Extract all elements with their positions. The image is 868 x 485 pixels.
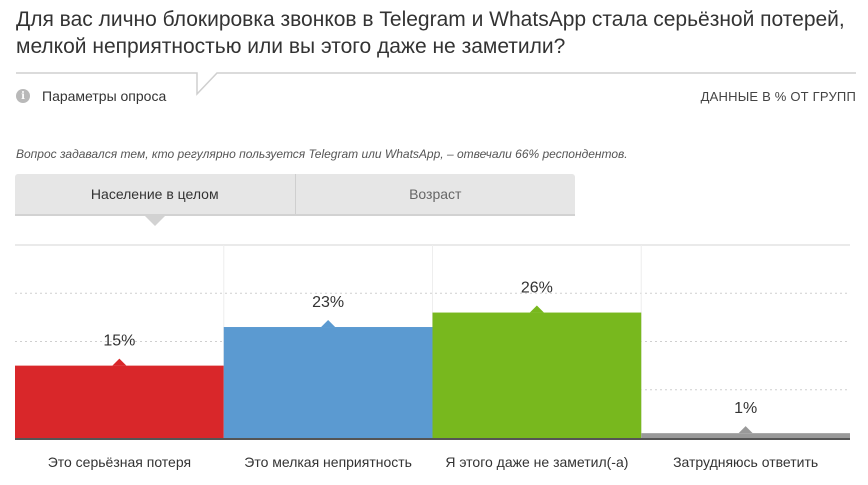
survey-params-label: Параметры опроса xyxy=(42,88,167,104)
group-tabs: Население в целом Возраст xyxy=(15,174,575,216)
bar[interactable] xyxy=(223,327,433,438)
survey-note: Вопрос задавался тем, кто регулярно поль… xyxy=(16,147,628,161)
value-label: 26% xyxy=(521,280,553,297)
category-label: Это серьёзная потеря xyxy=(48,454,191,470)
info-icon: i xyxy=(16,89,30,103)
bar-marker xyxy=(321,320,336,328)
value-label: 1% xyxy=(734,400,757,417)
bar-chart: 15% Это серьёзная потеря 23% Это мелкая неп… xyxy=(15,244,850,470)
tab-population[interactable]: Население в целом xyxy=(90,186,219,202)
bar-marker xyxy=(112,358,127,366)
category-label: Затрудняюсь ответить xyxy=(673,454,818,470)
tab-age[interactable]: Возраст xyxy=(294,174,576,214)
survey-params-button[interactable]: i Параметры опроса xyxy=(16,88,166,104)
category-label: Я этого даже не заметил(-а) xyxy=(445,454,628,470)
data-unit-label: ДАННЫЕ В % ОТ ГРУПП xyxy=(700,89,856,104)
bar-marker xyxy=(529,305,544,313)
value-label: 15% xyxy=(103,333,135,350)
bar[interactable] xyxy=(641,433,850,438)
active-tab-pointer xyxy=(145,216,165,226)
title-divider xyxy=(16,72,856,96)
bar[interactable] xyxy=(15,365,224,438)
category-label: Это мелкая неприятность xyxy=(244,454,412,470)
value-label: 23% xyxy=(312,294,344,311)
bar[interactable] xyxy=(432,312,642,438)
question-title: Для вас лично блокировка звонков в Teleg… xyxy=(16,8,845,58)
bar-marker xyxy=(738,426,753,434)
